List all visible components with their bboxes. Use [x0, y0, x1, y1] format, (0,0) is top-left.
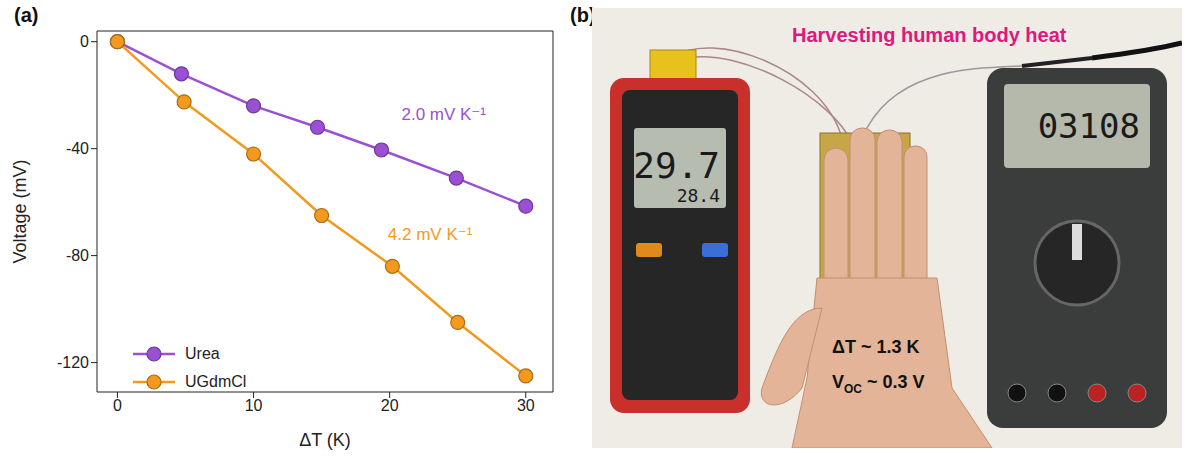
- svg-text:20: 20: [381, 397, 399, 414]
- svg-text:VOC ~ 0.3 V: VOC ~ 0.3 V: [832, 372, 925, 396]
- svg-text:28.4: 28.4: [677, 185, 720, 206]
- html-text:Urea: Urea: [185, 345, 220, 362]
- svg-text:Voltage (mV): Voltage (mV): [10, 159, 30, 263]
- svg-text:29.7: 29.7: [633, 145, 720, 186]
- svg-text:2.0 mV K⁻¹: 2.0 mV K⁻¹: [401, 105, 486, 124]
- svg-text:-40: -40: [66, 140, 89, 157]
- svg-text:-80: -80: [66, 247, 89, 264]
- svg-text:0: 0: [113, 397, 122, 414]
- svg-text:30: 30: [517, 397, 535, 414]
- svg-text:Harvesting human body heat: Harvesting human body heat: [792, 24, 1067, 46]
- svg-text:03108: 03108: [1038, 106, 1140, 146]
- html-text:(b): (b): [570, 4, 596, 26]
- svg-text:10: 10: [245, 397, 263, 414]
- svg-text:0: 0: [80, 33, 89, 50]
- html-text:UGdmCl: UGdmCl: [185, 373, 247, 390]
- svg-text:-120: -120: [57, 354, 89, 371]
- svg-text:4.2 mV K⁻¹: 4.2 mV K⁻¹: [388, 225, 473, 244]
- html-text:(a): (a): [14, 4, 39, 26]
- svg-text:ΔT (K): ΔT (K): [299, 430, 351, 450]
- svg-text:ΔT ~ 1.3 K: ΔT ~ 1.3 K: [832, 337, 919, 357]
